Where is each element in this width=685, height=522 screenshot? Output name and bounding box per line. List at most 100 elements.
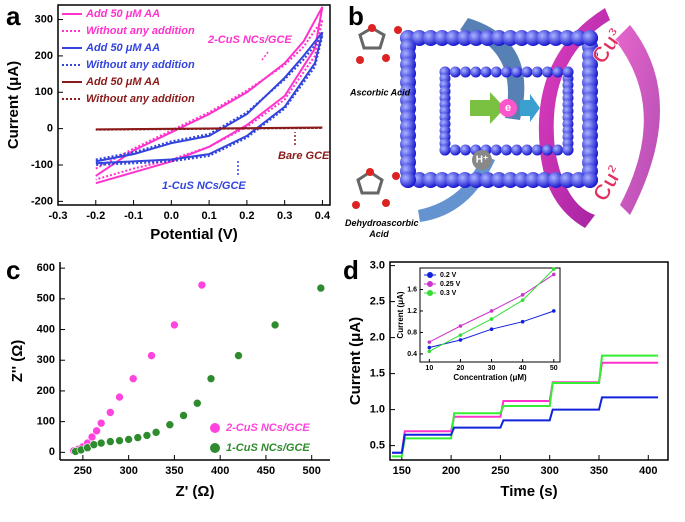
legend-swatch: [427, 272, 433, 278]
x-axis-label: Concentration (μM): [453, 373, 527, 382]
x-axis-label: Potential (V): [150, 226, 238, 243]
sphere: [434, 30, 451, 46]
sphere: [434, 172, 451, 188]
chart: 150 200 250 300 350 400 0.5 1.0 1.5 2.0 2.5 3.0 Time…: [343, 255, 669, 500]
x-tick-label: 0.4: [315, 210, 331, 222]
y-tick-label: 0.4: [407, 351, 417, 358]
y-tick-label: 2.0: [370, 332, 385, 344]
point: [234, 351, 243, 360]
x-tick-label: 0.0: [164, 210, 179, 222]
molecule: [356, 24, 402, 64]
arrow: [418, 155, 495, 222]
point: [427, 345, 432, 350]
legend-label: Add 50 μM AA: [85, 76, 160, 88]
x-tick-label: 0.3: [277, 210, 292, 222]
sphere: [456, 30, 473, 46]
point: [115, 436, 124, 445]
annotation: Bare GCE: [278, 150, 330, 162]
sphere: [542, 144, 553, 156]
annotation: 2-CuS NCs/GCE: [207, 34, 292, 46]
point: [115, 392, 124, 402]
proton: [472, 150, 492, 170]
sphere: [552, 144, 564, 156]
series-line: [95, 126, 323, 131]
point: [96, 418, 106, 428]
molecule-label: Dehydroascorbic Acid: [345, 218, 419, 239]
sphere: [562, 144, 574, 156]
sphere: [468, 172, 485, 188]
point: [489, 317, 494, 321]
x-tick-label: 10: [425, 365, 433, 372]
sphere: [559, 30, 576, 46]
sphere: [547, 30, 564, 46]
legend-swatch: [210, 443, 220, 453]
sphere: [491, 30, 507, 46]
point: [192, 398, 202, 408]
sphere: [536, 172, 553, 188]
point: [551, 267, 556, 271]
point: [96, 438, 106, 448]
point: [128, 374, 138, 383]
x-tick-label: 300: [119, 465, 137, 477]
y-axis-label: Z'' (Ω): [9, 340, 26, 382]
series-line: [95, 31, 324, 165]
x-tick-label: 250: [491, 465, 509, 477]
chart: 250 300 350 400 450 500 0 100 200 300 400 500 600 Z' …: [6, 255, 330, 500]
plot-frame: [419, 267, 561, 363]
y-tick-label: 3.0: [370, 260, 385, 272]
sphere: [445, 30, 462, 46]
sphere: [547, 172, 564, 188]
legend-label: Without any addition: [86, 25, 195, 37]
sphere: [411, 172, 428, 188]
x-tick-label: 0.2: [239, 210, 254, 222]
molecule-label: Ascorbic Acid: [349, 87, 411, 97]
legend-label: Without any addition: [86, 93, 195, 105]
x-tick-label: 40: [519, 365, 527, 372]
sphere: [542, 66, 553, 78]
sphere: [456, 172, 473, 188]
legend-label: 0.2 V: [440, 272, 457, 279]
sphere: [411, 30, 428, 46]
y-axis-label: Current (μA): [347, 317, 364, 405]
sphere: [490, 66, 502, 78]
diagram: b e H⁺ Ascorbic Acid Dehydroascorbic Aci…: [345, 1, 660, 239]
x-tick-label: -0.2: [86, 210, 105, 222]
point: [89, 440, 99, 449]
sphere: [511, 144, 523, 156]
sphere: [400, 172, 416, 188]
legend-label: Add 50 μM AA: [85, 42, 160, 54]
panel-label: b: [348, 1, 364, 31]
arrow: [615, 25, 660, 215]
sphere: [501, 66, 512, 78]
arrow: [520, 94, 540, 122]
y-tick-label: 300: [35, 13, 53, 25]
y-tick-label: 400: [37, 323, 55, 335]
point: [520, 319, 525, 324]
legend-label: 0.3 V: [440, 290, 457, 297]
panel-label: a: [6, 1, 21, 31]
y-tick-label: 1.2: [407, 308, 417, 315]
y-tick-label: 1.5: [370, 368, 385, 380]
point: [551, 309, 556, 313]
x-tick-label: 50: [550, 365, 558, 372]
legend-label: 1-CuS NCs/GCE: [226, 442, 310, 454]
point: [270, 320, 280, 330]
sphere: [449, 144, 461, 156]
proton-label: H⁺: [476, 155, 489, 166]
y-tick-label: 600: [37, 262, 55, 274]
point: [92, 426, 101, 436]
sphere: [513, 30, 530, 46]
sphere: [502, 30, 519, 46]
x-tick-label: -0.3: [49, 210, 68, 222]
point: [458, 338, 463, 342]
series-line: [95, 6, 324, 185]
x-axis-label: Z' (Ω): [176, 483, 215, 500]
point: [151, 428, 161, 437]
x-tick-label: 200: [442, 465, 460, 477]
annotation: 1-CuS NCs/GCE: [162, 180, 246, 192]
sphere: [562, 66, 574, 78]
y-tick-label: 500: [37, 293, 55, 305]
point: [458, 324, 463, 328]
point: [427, 349, 432, 354]
y-tick-label: 100: [35, 86, 53, 98]
